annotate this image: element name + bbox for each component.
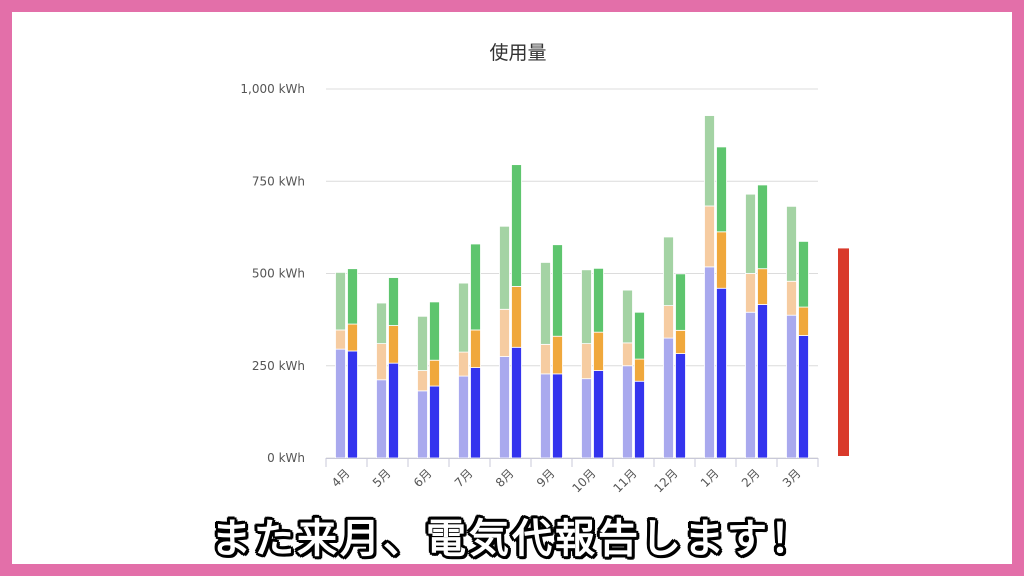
prev-year-bar-segment <box>458 282 469 353</box>
prev-year-bar-segment <box>581 343 592 380</box>
prev-year-bar-segment <box>499 225 510 310</box>
prev-year-bar-segment <box>417 315 428 371</box>
prev-year-bar-segment <box>663 305 674 339</box>
this-year-bar-segment <box>675 273 686 331</box>
prev-year-bar-segment <box>786 280 797 316</box>
this-year-bar-segment <box>470 329 481 368</box>
x-tick-label: 5月 <box>370 466 394 490</box>
prev-year-bar-segment <box>786 205 797 282</box>
this-year-bar-segment <box>388 362 399 459</box>
y-tick-label: 0 kWh <box>267 451 305 465</box>
gridlines <box>326 88 818 459</box>
this-year-bar-segment <box>552 244 563 337</box>
prev-year-bar-segment <box>376 379 387 459</box>
prev-year-bar-segment <box>540 262 551 345</box>
chart-title: 使用量 <box>489 42 546 64</box>
y-tick-label: 250 kWh <box>252 359 305 373</box>
this-year-bar-segment <box>429 301 440 361</box>
prev-year-bar-segment <box>499 356 510 459</box>
this-year-bar-segment <box>634 358 645 382</box>
this-year-bar-segment <box>347 323 358 352</box>
prev-year-bar-segment <box>376 343 387 381</box>
this-year-bar-segment <box>593 331 604 371</box>
this-year-bar-segment <box>716 231 727 289</box>
this-year-bar-segment <box>798 240 809 308</box>
y-tick-label: 1,000 kWh <box>240 82 305 96</box>
this-year-bar-segment <box>798 335 809 459</box>
prev-year-bar-segment <box>581 378 592 459</box>
this-year-bar-segment <box>757 304 768 459</box>
this-year-bar-segment <box>347 268 358 325</box>
prev-year-bar-segment <box>540 343 551 375</box>
indicator-bar-fill <box>838 248 849 456</box>
prev-year-bar-segment <box>581 269 592 345</box>
prev-year-bar-segment <box>458 351 469 377</box>
y-axis-ticks: 0 kWh 250 kWh 500 kWh 750 kWh 1,000 kWh <box>240 82 305 465</box>
prev-year-bar-segment <box>663 337 674 459</box>
bars <box>335 115 809 459</box>
x-tick-label: 11月 <box>610 466 639 495</box>
this-year-bar-segment <box>429 385 440 459</box>
this-year-bar-segment <box>716 287 727 459</box>
x-tick-label: 6月 <box>411 466 435 490</box>
prev-year-bar-segment <box>417 370 428 392</box>
this-year-bar-segment <box>593 267 604 333</box>
prev-year-bar-segment <box>786 314 797 459</box>
x-tick-label: 4月 <box>329 466 353 490</box>
prev-year-bar-segment <box>335 329 346 350</box>
prev-year-bar-segment <box>745 311 756 459</box>
this-year-bar-segment <box>511 286 522 348</box>
prev-year-bar-segment <box>335 271 346 331</box>
x-tick-label: 7月 <box>452 466 476 490</box>
this-year-bar-segment <box>757 184 768 270</box>
this-year-bar-segment <box>634 311 645 360</box>
this-year-bar-segment <box>593 370 604 459</box>
x-tick-label: 9月 <box>534 466 558 490</box>
this-year-bar-segment <box>675 353 686 459</box>
this-year-bar-segment <box>552 335 563 375</box>
x-tick-label: 1月 <box>698 466 722 490</box>
prev-year-bar-segment <box>540 373 551 459</box>
prev-year-bar-segment <box>704 266 715 459</box>
prev-year-bar-segment <box>704 205 715 268</box>
prev-year-bar-segment <box>335 348 346 459</box>
y-tick-label: 750 kWh <box>252 174 305 188</box>
caption-text: また来月、電気代報告します！ <box>211 516 813 562</box>
prev-year-bar-segment <box>745 273 756 313</box>
x-tick-label: 3月 <box>780 466 804 490</box>
this-year-bar-segment <box>675 329 686 354</box>
prev-year-bar-segment <box>417 390 428 459</box>
this-year-bar-segment <box>511 164 522 287</box>
prev-year-bar-segment <box>745 193 756 274</box>
prev-year-bar-segment <box>458 375 469 459</box>
x-tick-label: 12月 <box>651 466 680 495</box>
this-year-bar-segment <box>347 350 358 459</box>
this-year-bar-segment <box>634 380 645 459</box>
prev-year-bar-segment <box>704 115 715 207</box>
this-year-bar-segment <box>511 346 522 459</box>
x-axis: 4月 5月 6月 7月 8月 9月 10月 11月 12月 1月 2月 3月 <box>325 458 819 495</box>
this-year-bar-segment <box>757 268 768 305</box>
this-year-bar-segment <box>470 243 481 331</box>
prev-year-bar-segment <box>622 342 633 367</box>
prev-year-bar-segment <box>622 365 633 459</box>
this-year-bar-segment <box>388 277 399 326</box>
indicator-bar <box>838 248 849 456</box>
prev-year-bar-segment <box>376 302 387 345</box>
this-year-bar-segment <box>429 359 440 387</box>
prev-year-bar-segment <box>499 308 510 357</box>
y-tick-label: 500 kWh <box>252 267 305 281</box>
this-year-bar-segment <box>798 306 809 336</box>
this-year-bar-segment <box>716 146 727 233</box>
prev-year-bar-segment <box>663 236 674 307</box>
prev-year-bar-segment <box>622 289 633 344</box>
this-year-bar-segment <box>552 373 563 459</box>
x-tick-label: 8月 <box>493 466 517 490</box>
x-tick-label: 2月 <box>739 466 763 490</box>
x-tick-label: 10月 <box>569 466 598 495</box>
this-year-bar-segment <box>470 367 481 459</box>
this-year-bar-segment <box>388 325 399 364</box>
